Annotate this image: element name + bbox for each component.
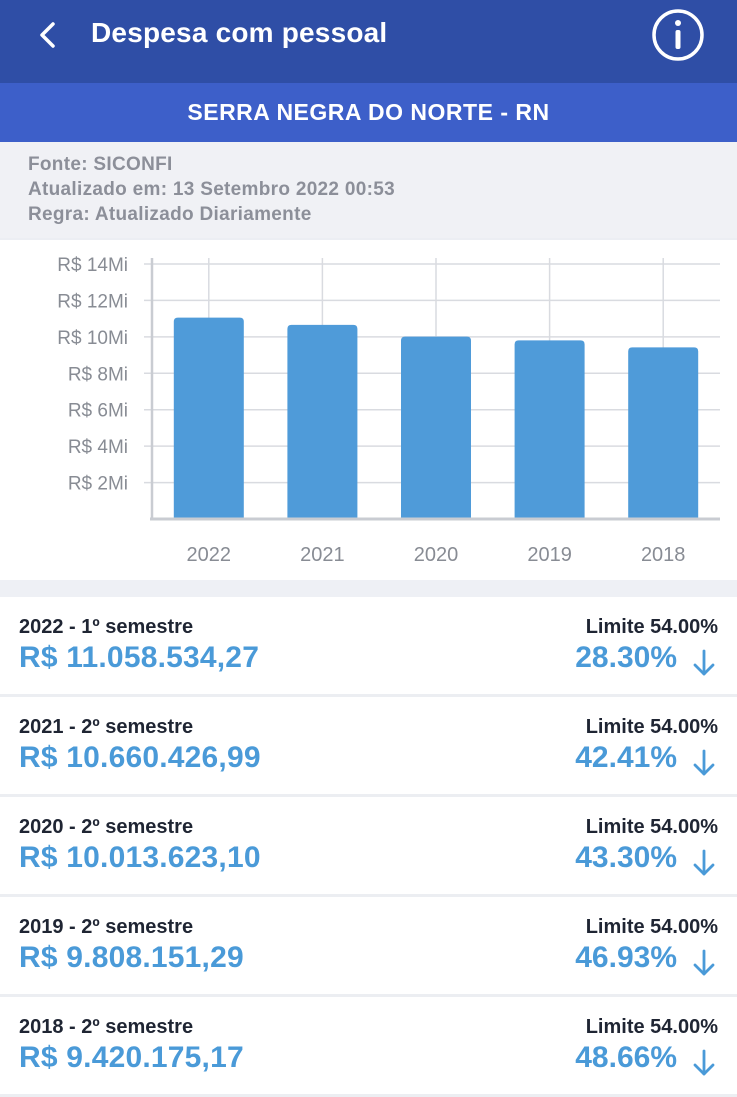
bar-2020 [401, 336, 471, 518]
source-text: Fonte: SICONFI [28, 154, 173, 175]
x-tick-label: 2018 [641, 544, 686, 566]
bar-chart: R$ 2Mi R$ 4Mi R$ 6Mi R$ 8Mi R$ 10Mi R$ 12Mi R$… [57, 255, 720, 566]
list-item[interactable]: 2022 - 1º semestre R$ 11.058.534,27 Limite… [0, 597, 737, 697]
info-button[interactable] [651, 8, 705, 62]
expense-value: R$ 9.808.151,29 [19, 941, 244, 974]
x-tick-label: 2020 [414, 544, 459, 566]
expense-value: R$ 10.660.426,99 [19, 741, 261, 774]
source-info: Fonte: SICONFI Atualizado em: 13 Setembr… [0, 142, 737, 238]
x-tick-label: 2021 [300, 544, 345, 566]
y-tick-label: R$ 12Mi [57, 291, 128, 312]
rule-text: Regra: Atualizado Diariamente [28, 204, 312, 225]
arrow-down-icon [693, 1049, 715, 1076]
arrow-down-icon [693, 949, 715, 976]
y-tick-label: R$ 14Mi [57, 255, 128, 276]
list-item[interactable]: 2021 - 2º semestre R$ 10.660.426,99 Limite… [0, 697, 737, 797]
expense-value: R$ 11.058.534,27 [19, 641, 260, 674]
y-tick-label: R$ 4Mi [68, 437, 128, 458]
arrow-down-icon [693, 649, 715, 676]
bar-2021 [287, 324, 358, 518]
top-app-bar: Despesa com pessoal [0, 0, 737, 83]
y-tick-label: R$ 10Mi [57, 328, 128, 349]
expense-value: R$ 9.420.175,17 [19, 1041, 244, 1074]
period-label: 2018 - 2º semestre [19, 1016, 194, 1038]
x-tick-label: 2022 [187, 544, 232, 566]
period-label: 2019 - 2º semestre [19, 916, 194, 938]
city-name: SERRA NEGRA DO NORTE - RN [0, 83, 737, 142]
percent-value: 28.30% [575, 641, 677, 674]
back-button[interactable] [30, 14, 66, 54]
y-tick-label: R$ 8Mi [68, 364, 128, 385]
y-tick-label: R$ 6Mi [68, 401, 128, 422]
period-label: 2021 - 2º semestre [19, 716, 194, 738]
limit-label: Limite 54.00% [585, 916, 718, 938]
percent-value: 46.93% [575, 941, 677, 974]
x-tick-label: 2019 [527, 544, 572, 566]
bar-2019 [514, 340, 585, 518]
expense-chart: R$ 2Mi R$ 4Mi R$ 6Mi R$ 8Mi R$ 10Mi R$ 12Mi R$… [0, 238, 737, 580]
y-tick-label: R$ 2Mi [68, 474, 128, 495]
semester-list: 2022 - 1º semestre R$ 11.058.534,27 Limite… [0, 597, 737, 1097]
period-label: 2022 - 1º semestre [19, 616, 194, 638]
list-item[interactable]: 2020 - 2º semestre R$ 10.013.623,10 Limite… [0, 797, 737, 897]
list-item[interactable]: 2018 - 2º semestre R$ 9.420.175,17 Limite … [0, 997, 737, 1097]
bar-2018 [628, 347, 699, 518]
expense-value: R$ 10.013.623,10 [19, 841, 261, 874]
percent-value: 42.41% [575, 741, 677, 774]
limit-label: Limite 54.00% [585, 816, 718, 838]
list-item[interactable]: 2019 - 2º semestre R$ 9.808.151,29 Limite … [0, 897, 737, 997]
updated-text: Atualizado em: 13 Setembro 2022 00:53 [28, 179, 395, 200]
arrow-down-icon [693, 749, 715, 776]
percent-value: 48.66% [575, 1041, 677, 1074]
period-label: 2020 - 2º semestre [19, 816, 194, 838]
percent-value: 43.30% [575, 841, 677, 874]
bar-2022 [173, 317, 244, 518]
limit-label: Limite 54.00% [585, 616, 718, 638]
chevron-left-icon [40, 22, 55, 48]
arrow-down-icon [693, 849, 715, 876]
limit-label: Limite 54.00% [585, 1016, 718, 1038]
page-title: Despesa com pessoal [91, 17, 388, 48]
info-icon [652, 9, 704, 61]
limit-label: Limite 54.00% [585, 716, 718, 738]
section-separator [0, 580, 737, 597]
